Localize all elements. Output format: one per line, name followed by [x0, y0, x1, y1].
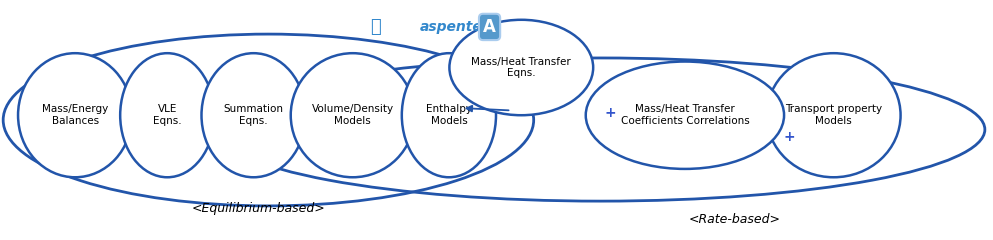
Text: Transport property
Models: Transport property Models: [785, 104, 882, 126]
Text: +: +: [783, 130, 794, 144]
Text: +: +: [497, 5, 507, 15]
Ellipse shape: [586, 61, 784, 169]
Ellipse shape: [202, 53, 306, 177]
Text: ⓐ: ⓐ: [370, 18, 381, 36]
Ellipse shape: [120, 53, 214, 177]
Text: Summation
Eqns.: Summation Eqns.: [223, 104, 284, 126]
Text: aspentech: aspentech: [420, 20, 501, 34]
Text: Enthalpy
Models: Enthalpy Models: [426, 104, 472, 126]
Text: +: +: [605, 106, 617, 120]
Text: Mass/Heat Transfer
Coefficients Correlations: Mass/Heat Transfer Coefficients Correlat…: [621, 104, 750, 126]
Ellipse shape: [402, 53, 496, 177]
Text: A: A: [484, 18, 496, 36]
Text: VLE
Eqns.: VLE Eqns.: [153, 104, 182, 126]
Ellipse shape: [767, 53, 901, 177]
Ellipse shape: [450, 20, 593, 115]
Text: Mass/Heat Transfer
Eqns.: Mass/Heat Transfer Eqns.: [472, 57, 571, 78]
Text: Mass/Energy
Balances: Mass/Energy Balances: [42, 104, 108, 126]
Ellipse shape: [291, 53, 415, 177]
Text: <Rate-based>: <Rate-based>: [688, 213, 780, 226]
Ellipse shape: [18, 53, 132, 177]
Text: <Equilibrium-based>: <Equilibrium-based>: [192, 203, 326, 216]
Text: Volume/Density
Models: Volume/Density Models: [312, 104, 394, 126]
